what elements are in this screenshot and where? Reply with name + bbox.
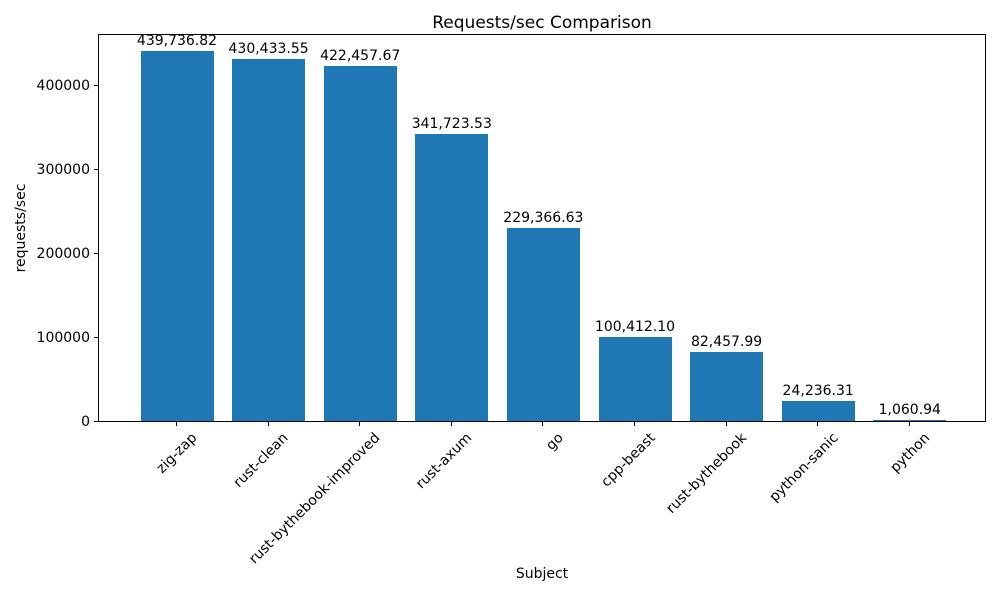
bar-go	[506, 228, 580, 421]
y-axis-label: requests/sec	[13, 183, 29, 273]
y-axis-tick	[94, 168, 98, 170]
x-axis-tick	[542, 422, 544, 426]
bar-rust-bythebook-improved	[323, 66, 397, 421]
y-tick-label: 100000	[36, 329, 90, 346]
y-tick-label: 400000	[36, 77, 90, 94]
bar-value-label: 430,433.55	[228, 41, 309, 57]
bar-value-label: 341,723.53	[411, 116, 492, 132]
x-axis-tick	[725, 422, 727, 426]
x-tick-label: rust-bythebook	[663, 430, 750, 517]
bar-cpp-beast	[598, 337, 672, 421]
bar-value-label: 100,412.10	[594, 319, 676, 335]
x-tick-label: rust-axum	[413, 430, 476, 493]
chart-title: Requests/sec Comparison	[432, 13, 652, 33]
x-axis-tick	[817, 422, 819, 426]
bar-python-sanic	[781, 401, 855, 421]
bar-rust-clean	[232, 59, 306, 421]
bar-value-label: 439,736.82	[136, 33, 218, 49]
y-tick-label: 200000	[36, 245, 90, 262]
x-tick-label: zig-zap	[153, 430, 201, 477]
bar-value-label: 422,457.67	[320, 48, 401, 64]
y-axis-tick	[94, 336, 98, 338]
y-tick-label: 0	[81, 414, 90, 430]
y-axis-tick	[94, 84, 98, 86]
y-axis-tick	[94, 252, 98, 254]
bar-value-label: 24,236.31	[782, 383, 854, 399]
x-tick-label: cpp-beast	[597, 430, 659, 491]
x-tick-label: python-sanic	[766, 430, 842, 506]
x-axis-tick	[267, 422, 269, 426]
x-axis-tick	[359, 422, 361, 426]
bar-value-label: 1,060.94	[878, 402, 941, 418]
x-axis-tick	[450, 422, 452, 426]
x-axis-tick	[634, 422, 635, 426]
plot-area: 439,736.82 430,433.55 422,457.67 341,723.53…	[98, 33, 986, 422]
x-axis-tick	[176, 422, 177, 426]
x-axis-label: Subject	[515, 566, 569, 582]
x-tick-label: python	[887, 430, 934, 476]
bar-value-label: 82,457.99	[690, 334, 763, 350]
x-tick-label: rust-clean	[231, 430, 292, 491]
y-axis-tick	[94, 421, 98, 422]
bar-rust-bythebook	[690, 352, 764, 421]
bar-rust-axum	[415, 134, 489, 421]
bar-python	[873, 420, 947, 421]
bar-zig-zap	[140, 51, 214, 421]
y-tick-label: 300000	[36, 161, 90, 178]
x-axis-tick	[908, 422, 910, 426]
bar-value-label: 229,366.63	[503, 210, 584, 226]
x-tick-label: go	[543, 430, 567, 454]
